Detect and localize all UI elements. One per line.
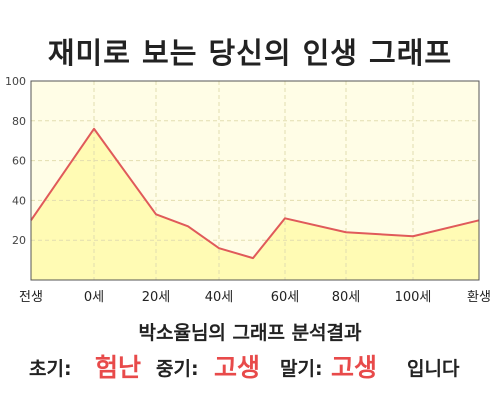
plot-border [30, 80, 480, 281]
mid-value: 고생 [214, 353, 261, 382]
mid-label: 중기: [156, 358, 199, 380]
y-tick-label: 60 [12, 155, 26, 168]
chart-title: 재미로 보는 당신의 인생 그래프 [47, 36, 453, 70]
x-tick-label: 40세 [205, 290, 234, 305]
y-tick-label: 80 [12, 115, 26, 128]
late-label: 말기: [280, 358, 323, 380]
analysis-heading: 박소율님의 그래프 분석결과 [138, 322, 362, 344]
x-tick-label: 60세 [271, 290, 300, 305]
analysis-result: 초기: 험난 중기: 고생 말기: 고생 입니다 [0, 346, 500, 382]
ending-text: 입니다 [407, 358, 460, 380]
plot-area: 100 80 60 40 20 전생 0세 20세 40세 60세 80세 100세 환생 [5, 75, 491, 305]
x-tick-label: 0세 [84, 290, 104, 305]
late-value: 고생 [331, 353, 378, 382]
early-label: 초기: [29, 358, 72, 380]
x-tick-label: 80세 [332, 290, 361, 305]
area-fill [31, 128, 479, 280]
y-tick-label: 40 [12, 194, 26, 207]
x-tick-label: 20세 [142, 290, 171, 305]
early-value: 험난 [95, 353, 142, 382]
life-line [30, 127, 480, 260]
life-graph-chart: 100 80 60 40 20 전생 0세 20세 40세 60세 80세 100세 환생 [5, 75, 491, 305]
y-tick-label: 100 [5, 75, 26, 88]
y-tick-label: 20 [12, 234, 26, 247]
x-tick-label: 환생 [467, 290, 491, 305]
x-tick-label: 100세 [395, 290, 432, 305]
x-tick-label: 전생 [19, 290, 43, 305]
